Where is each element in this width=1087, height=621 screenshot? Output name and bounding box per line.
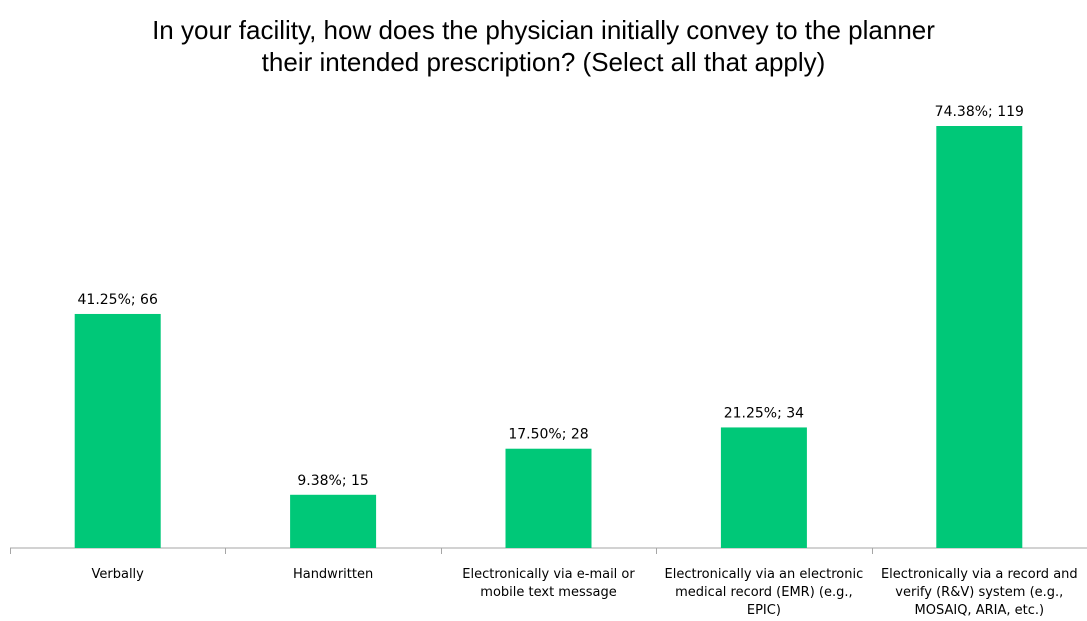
chart-title-line-2: their intended prescription? (Select all…: [261, 47, 826, 77]
category-label-1: Verbally: [92, 567, 145, 582]
chart-title-line-1: In your facility, how does the physician…: [152, 15, 935, 45]
data-label-5: 74.38%; 119: [935, 104, 1024, 120]
bar-3: [505, 448, 592, 548]
category-label-4: Electronically via an electronic medical …: [665, 567, 864, 618]
chart-title: In your facility, how does the physician…: [0, 14, 1087, 78]
bar-1: [74, 313, 161, 548]
bar-4: [720, 427, 807, 548]
bar-2: [290, 494, 377, 548]
data-label-1: 41.25%; 66: [78, 292, 158, 308]
category-label-3: Electronically via e-mail or mobile text …: [462, 567, 635, 600]
data-label-2: 9.38%; 15: [297, 473, 368, 489]
category-label-2: Handwritten: [293, 567, 373, 582]
data-label-4: 21.25%; 34: [724, 405, 804, 421]
data-label-3: 17.50%; 28: [508, 427, 588, 443]
category-label-5: Electronically via a record and verify (R…: [881, 567, 1078, 618]
bar-5: [936, 126, 1023, 548]
